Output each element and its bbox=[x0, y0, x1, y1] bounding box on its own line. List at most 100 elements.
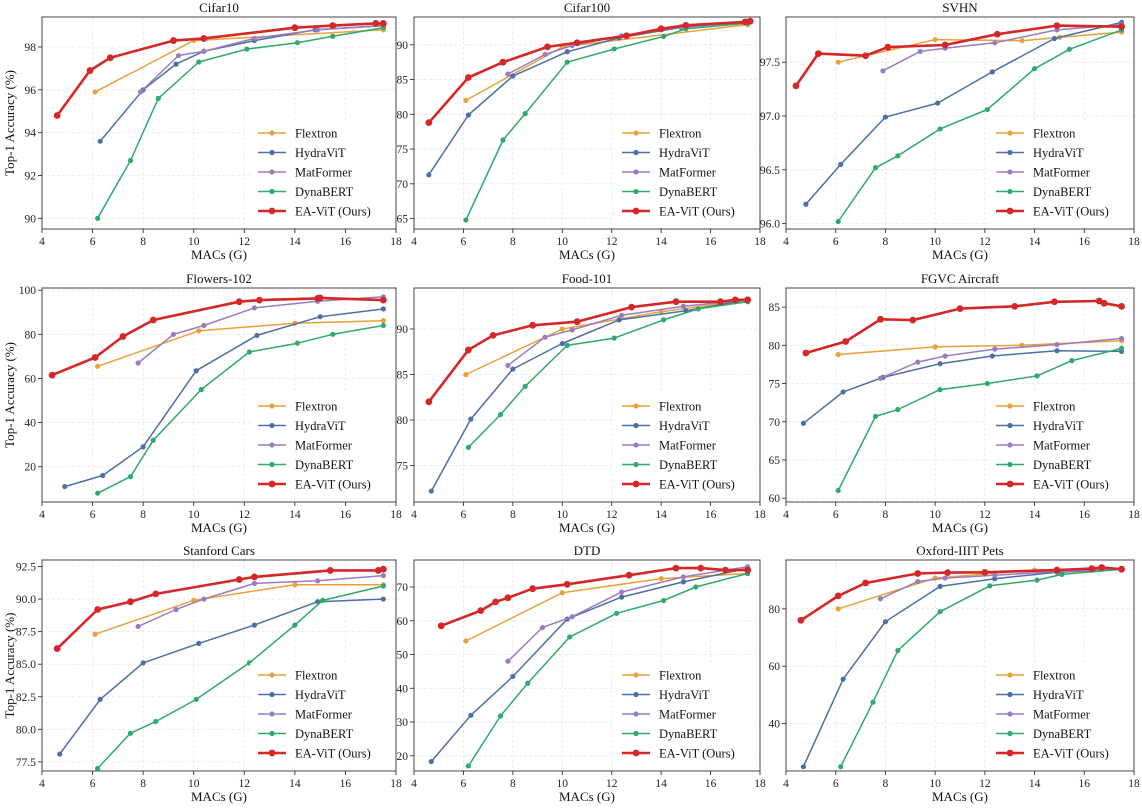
legend-marker-dynabert bbox=[1007, 730, 1013, 737]
point-hydravit bbox=[800, 764, 807, 770]
legend-label: Flextron bbox=[295, 400, 338, 414]
legend-marker-ea-vit-ours bbox=[268, 749, 276, 757]
legend-label: Flextron bbox=[295, 127, 338, 141]
point-matformer bbox=[569, 614, 575, 620]
legend-label: MatFormer bbox=[659, 166, 717, 180]
point-ea-vit-ours bbox=[797, 616, 805, 624]
x-tick-label: 8 bbox=[140, 236, 146, 248]
point-flextron bbox=[92, 89, 98, 95]
y-tick-label: 60 bbox=[769, 493, 781, 505]
point-hydravit bbox=[468, 416, 474, 422]
point-dynabert bbox=[294, 40, 300, 46]
series-line-dynabert bbox=[840, 568, 1122, 768]
point-hydravit bbox=[468, 712, 474, 718]
x-tick-label: 14 bbox=[1029, 236, 1041, 248]
plot-frame bbox=[785, 16, 1135, 230]
y-tick-label: 85.0 bbox=[16, 659, 36, 671]
y-tick-label: 90 bbox=[397, 324, 409, 336]
point-dynabert bbox=[155, 95, 161, 101]
x-tick-label: 4 bbox=[411, 778, 417, 790]
y-tick-label: 90.0 bbox=[16, 594, 36, 606]
x-axis-label: MACs (G) bbox=[191, 247, 247, 262]
x-tick-label: 12 bbox=[979, 778, 991, 790]
legend-label: EA-ViT (Ours) bbox=[659, 478, 735, 492]
legend-marker-matformer bbox=[269, 169, 275, 175]
point-ea-vit-ours bbox=[834, 592, 842, 600]
point-ea-vit-ours bbox=[697, 564, 705, 572]
point-dynabert bbox=[463, 217, 469, 223]
series-line-flextron bbox=[837, 568, 1122, 610]
y-tick-label: 65 bbox=[769, 455, 781, 467]
point-hydravit bbox=[510, 73, 516, 79]
point-ea-vit-ours bbox=[437, 622, 445, 630]
point-matformer bbox=[680, 574, 686, 580]
legend-marker-hydravit bbox=[1007, 149, 1013, 156]
legend-label: EA-ViT (Ours) bbox=[1033, 478, 1109, 492]
point-matformer bbox=[1118, 335, 1125, 342]
point-ea-vit-ours bbox=[48, 371, 56, 379]
legend-label: MatFormer bbox=[1033, 439, 1091, 453]
point-ea-vit-ours bbox=[862, 52, 869, 60]
legend-label: MatFormer bbox=[659, 439, 717, 453]
point-dynabert bbox=[838, 764, 844, 770]
x-tick-label: 14 bbox=[655, 236, 667, 248]
point-hydravit bbox=[564, 49, 570, 55]
point-dynabert bbox=[292, 622, 298, 628]
series-line-dynabert bbox=[97, 324, 384, 494]
y-tick-label: 92.5 bbox=[16, 562, 36, 574]
legend-marker-flextron bbox=[633, 403, 639, 409]
point-hydravit bbox=[803, 201, 809, 207]
point-dynabert bbox=[497, 713, 504, 719]
point-ea-vit-ours bbox=[119, 333, 127, 340]
point-ea-vit-ours bbox=[94, 606, 102, 613]
x-tick-label: 4 bbox=[411, 509, 417, 521]
point-matformer bbox=[619, 312, 625, 318]
point-ea-vit-ours bbox=[981, 568, 989, 576]
point-hydravit bbox=[937, 583, 943, 590]
point-hydravit bbox=[97, 138, 103, 144]
point-hydravit bbox=[426, 172, 432, 178]
plot-frame bbox=[413, 16, 761, 230]
x-tick-label: 4 bbox=[39, 778, 45, 790]
x-tick-label: 14 bbox=[289, 778, 301, 790]
point-ea-vit-ours bbox=[1098, 564, 1106, 571]
point-dynabert bbox=[564, 59, 570, 65]
point-ea-vit-ours bbox=[499, 58, 507, 66]
point-dynabert bbox=[380, 583, 386, 589]
legend-marker-flextron bbox=[633, 672, 639, 678]
point-ea-vit-ours bbox=[682, 21, 690, 29]
plot-frame bbox=[41, 16, 397, 230]
point-ea-vit-ours bbox=[529, 585, 537, 593]
x-tick-label: 14 bbox=[289, 236, 301, 248]
y-tick-label: 80 bbox=[397, 109, 409, 121]
legend-label: HydraViT bbox=[295, 419, 346, 433]
point-matformer bbox=[175, 52, 182, 59]
point-ea-vit-ours bbox=[877, 315, 884, 323]
point-matformer bbox=[880, 68, 886, 74]
point-flextron bbox=[380, 318, 386, 324]
point-matformer bbox=[915, 359, 921, 365]
point-ea-vit-ours bbox=[53, 112, 61, 119]
y-tick-label: 85 bbox=[769, 302, 781, 314]
y-tick-label: 82.5 bbox=[16, 692, 36, 704]
point-matformer bbox=[505, 71, 511, 77]
point-matformer bbox=[915, 578, 921, 585]
legend-label: Flextron bbox=[1033, 669, 1076, 683]
point-ea-vit-ours bbox=[1011, 302, 1019, 310]
panel-title: Food-101 bbox=[562, 271, 613, 286]
point-matformer bbox=[201, 48, 207, 54]
legend-marker-ea-vit-ours bbox=[1006, 480, 1014, 488]
point-ea-vit-ours bbox=[170, 37, 177, 44]
point-ea-vit-ours bbox=[53, 645, 61, 652]
point-dynabert bbox=[1069, 358, 1075, 364]
point-ea-vit-ours bbox=[944, 569, 951, 577]
legend-label: EA-ViT (Ours) bbox=[295, 747, 371, 761]
panel-title: SVHN bbox=[942, 0, 978, 15]
legend-marker-matformer bbox=[1007, 711, 1013, 717]
point-dynabert bbox=[1118, 345, 1125, 351]
point-hydravit bbox=[935, 100, 941, 106]
point-ea-vit-ours bbox=[746, 17, 754, 25]
point-matformer bbox=[680, 303, 686, 309]
point-hydravit bbox=[254, 332, 260, 339]
y-tick-label: 80.0 bbox=[16, 724, 36, 736]
